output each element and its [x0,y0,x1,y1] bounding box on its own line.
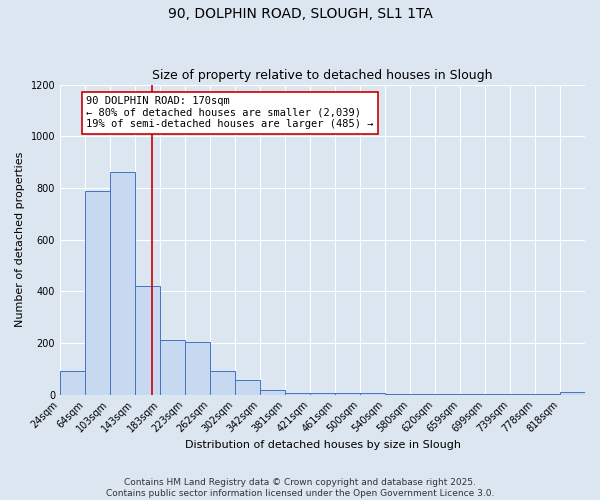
Bar [60,372,85,394]
Bar [260,390,285,394]
X-axis label: Distribution of detached houses by size in Slough: Distribution of detached houses by size … [185,440,461,450]
Text: 90, DOLPHIN ROAD, SLOUGH, SL1 1TA: 90, DOLPHIN ROAD, SLOUGH, SL1 1TA [167,8,433,22]
Bar [110,172,135,394]
Bar [185,342,210,394]
Text: 90 DOLPHIN ROAD: 170sqm
← 80% of detached houses are smaller (2,039)
19% of semi: 90 DOLPHIN ROAD: 170sqm ← 80% of detache… [86,96,373,130]
Title: Size of property relative to detached houses in Slough: Size of property relative to detached ho… [152,69,493,82]
Bar [135,286,160,395]
Bar [560,392,585,394]
Bar [210,372,235,394]
Y-axis label: Number of detached properties: Number of detached properties [15,152,25,328]
Bar [85,190,110,394]
Bar [160,340,185,394]
Text: Contains HM Land Registry data © Crown copyright and database right 2025.
Contai: Contains HM Land Registry data © Crown c… [106,478,494,498]
Bar [235,380,260,394]
